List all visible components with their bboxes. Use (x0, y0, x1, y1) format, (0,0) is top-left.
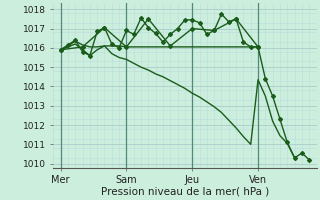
X-axis label: Pression niveau de la mer( hPa ): Pression niveau de la mer( hPa ) (101, 187, 269, 197)
